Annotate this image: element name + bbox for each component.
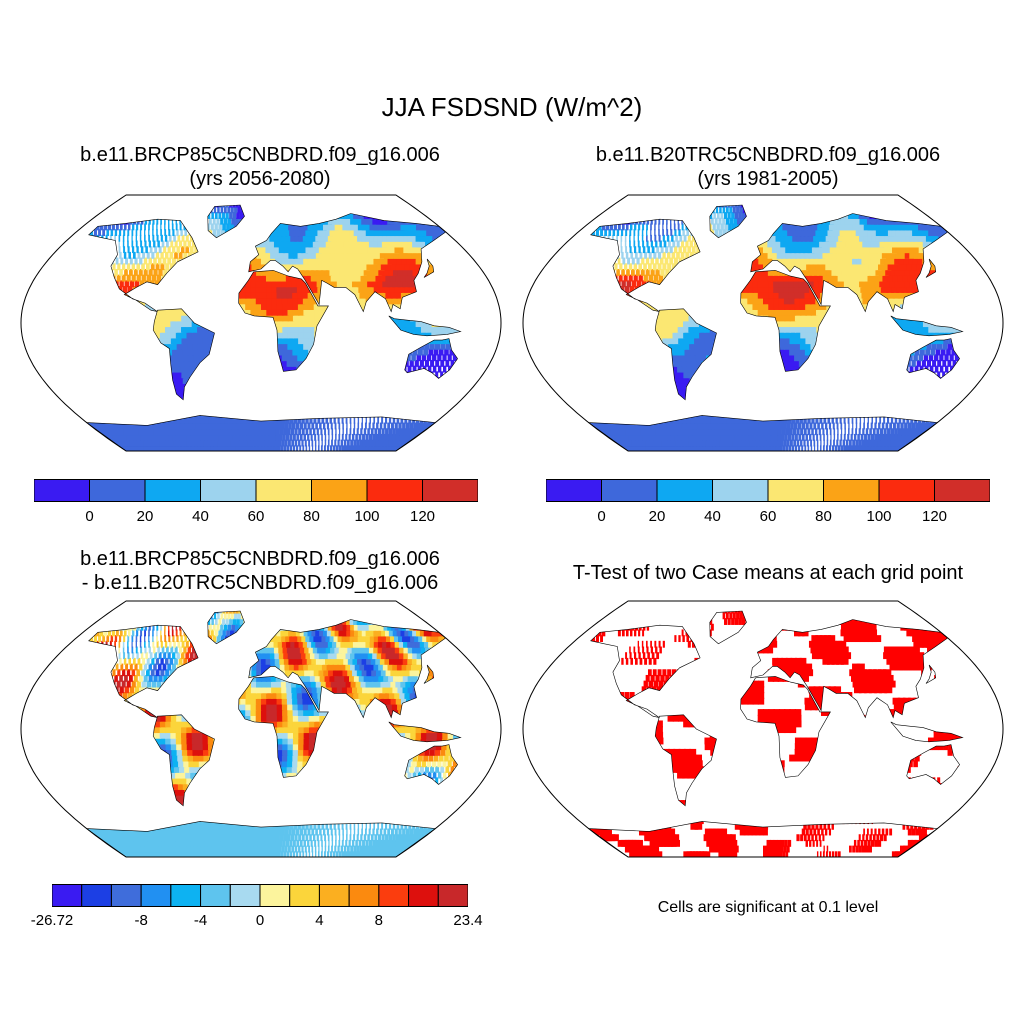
colorbar-tick-label: 80 [815,508,832,525]
colorbar-difference-ticks: -26.72 -8 -4 0 4 8 23.4 [52,912,468,932]
colorbar-swatch [145,480,201,502]
map-historical [520,192,1006,454]
colorbar-swatch [82,885,112,907]
map-future [18,192,504,454]
colorbar-tick-label: 120 [922,508,947,525]
colorbar-tick-label: 0 [85,508,93,525]
colorbar-tick-label: 100 [866,508,891,525]
colorbar-swatch [201,480,257,502]
colorbar-historical [546,479,990,502]
panel-title-historical: b.e11.B20TRC5CNBDRD.f09_g16.006 (yrs 198… [518,143,1018,191]
colorbar-swatch [171,885,201,907]
colorbar-tick-label: 40 [704,508,721,525]
colorbar-tick-label: 0 [256,912,264,929]
colorbar-swatch [602,480,658,502]
panel-title-ttest: T-Test of two Case means at each grid po… [518,561,1018,585]
map-ttest [520,598,1006,860]
colorbar-tick-label: -8 [134,912,147,929]
colorbar-future-ticks: 0 20 40 60 80 100 120 [34,508,478,528]
colorbar-swatch [260,885,290,907]
colorbar-swatch [879,480,935,502]
colorbar-tick-label: 60 [760,508,777,525]
colorbar-tick-label: 0 [597,508,605,525]
colorbar-swatch [768,480,824,502]
colorbar-tick-label: 4 [315,912,323,929]
colorbar-swatch [319,885,349,907]
colorbar-swatch [290,885,320,907]
panel-title-line2: (yrs 2056-2080) [10,167,510,191]
colorbar-swatch [256,480,312,502]
panel-title-line1: b.e11.BRCP85C5CNBDRD.f09_g16.006 [10,143,510,167]
colorbar-tick-label: 80 [303,508,320,525]
colorbar-swatch [438,885,468,907]
colorbar-swatch [367,480,423,502]
map-difference [18,598,504,860]
colorbar-swatch [141,885,171,907]
colorbar-swatch [657,480,713,502]
colorbar-swatch [423,480,479,502]
colorbar-swatch [713,480,769,502]
panel-title-line2: - b.e11.B20TRC5CNBDRD.f09_g16.006 [10,571,510,595]
colorbar-swatch [824,480,880,502]
panel-title-line1: b.e11.BRCP85C5CNBDRD.f09_g16.006 [10,547,510,571]
colorbar-tick-label: 40 [192,508,209,525]
colorbar-swatch [111,885,141,907]
figure-title: JJA FSDSND (W/m^2) [0,92,1024,123]
colorbar-swatch [201,885,231,907]
colorbar-future [34,479,478,502]
colorbar-tick-label: 100 [354,508,379,525]
significance-note: Cells are significant at 0.1 level [518,899,1018,917]
panel-title-difference: b.e11.BRCP85C5CNBDRD.f09_g16.006 - b.e11… [10,547,510,595]
colorbar-tick-label: 8 [375,912,383,929]
panel-title-line1: b.e11.B20TRC5CNBDRD.f09_g16.006 [518,143,1018,167]
colorbar-swatch [52,885,82,907]
colorbar-tick-label: 20 [137,508,154,525]
colorbar-swatch [409,885,439,907]
colorbar-swatch [230,885,260,907]
colorbar-swatch [312,480,368,502]
colorbar-tick-label: 120 [410,508,435,525]
colorbar-tick-label: -26.72 [31,912,74,929]
colorbar-tick-label: 20 [649,508,666,525]
colorbar-swatch [34,480,90,502]
colorbar-swatch [935,480,991,502]
colorbar-swatch [546,480,602,502]
colorbar-swatch [379,885,409,907]
panel-title-future: b.e11.BRCP85C5CNBDRD.f09_g16.006 (yrs 20… [10,143,510,191]
colorbar-tick-label: 60 [248,508,265,525]
colorbar-swatch [90,480,146,502]
colorbar-tick-label: 23.4 [453,912,482,929]
colorbar-swatch [349,885,379,907]
colorbar-tick-label: -4 [194,912,207,929]
colorbar-historical-ticks: 0 20 40 60 80 100 120 [546,508,990,528]
panel-title-line2: (yrs 1981-2005) [518,167,1018,191]
colorbar-difference [52,884,468,907]
